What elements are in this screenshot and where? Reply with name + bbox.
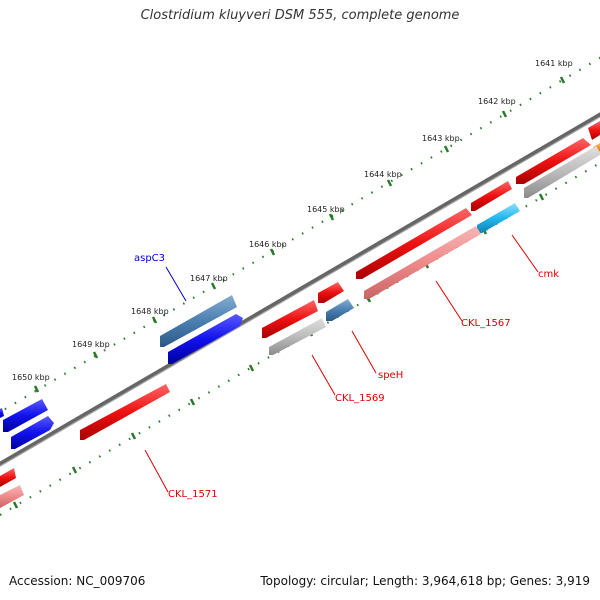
gene-arrow: [588, 121, 600, 140]
kbp-tick-label: 1644 kbp: [364, 170, 402, 179]
major-tick: [12, 501, 19, 509]
gene-features: [0, 121, 600, 508]
gene-arrow: [516, 138, 591, 184]
major-ticks: [12, 76, 566, 509]
gene-arrow: [80, 384, 170, 440]
major-tick: [386, 179, 393, 187]
gene-labels: aspC3 cmk CKL_1567 speH CKL_1569 CKL_157…: [134, 253, 559, 500]
major-tick: [92, 351, 99, 359]
major-tick: [33, 385, 40, 393]
kbp-tick-label: 1642 kbp: [478, 97, 516, 106]
accession-text: Accession: NC_009706: [9, 574, 146, 588]
gene-arrow: [168, 314, 243, 364]
kbp-tick-label: 1648 kbp: [131, 307, 169, 316]
kbp-tick-label: 1650 kbp: [12, 373, 50, 382]
kbp-tick-label: 1646 kbp: [249, 240, 287, 249]
gene-arrow: [0, 408, 4, 418]
gene-arrow: [0, 485, 24, 508]
gene-callouts: [144, 234, 539, 493]
kbp-tick-label: 1643 kbp: [422, 134, 460, 143]
gene-arrow: [11, 416, 54, 449]
major-tick: [151, 316, 158, 324]
genome-backbone: [0, 112, 600, 467]
major-tick: [328, 213, 335, 221]
gene-arrow: [3, 399, 48, 432]
gene-arrow: [318, 282, 344, 303]
gene-label-aspc3: aspC3: [134, 253, 165, 264]
gene-label-cmk: cmk: [538, 269, 559, 280]
gene-arrow: [269, 318, 326, 355]
gene-arrow: [262, 300, 318, 338]
kbp-tick-label: 1647 kbp: [190, 274, 228, 283]
kbp-tick-label: 1645 kbp: [307, 205, 345, 214]
major-tick: [189, 398, 196, 406]
kbp-tick-label: 1641 kbp: [535, 59, 573, 68]
major-tick: [248, 364, 255, 372]
major-tick: [443, 145, 450, 153]
outer-tick-scale: [0, 56, 600, 414]
gene-label-speh: speH: [378, 370, 403, 381]
major-tick: [130, 432, 137, 440]
gene-arrow: [471, 181, 512, 211]
major-tick: [210, 282, 217, 290]
gene-label-ckl-1567: CKL_1567: [461, 318, 511, 329]
map-title: Clostridium kluyveri DSM 555, complete g…: [140, 8, 460, 23]
gene-arrow: [0, 468, 16, 487]
gene-label-ckl-1569: CKL_1569: [335, 393, 385, 404]
gene-arrow: [477, 203, 520, 233]
gene-arrow: [356, 208, 472, 279]
kbp-labels: 1641 kbp 1642 kbp 1643 kbp 1644 kbp 1645 kbp…: [12, 59, 573, 382]
gene-arrow: [364, 226, 481, 299]
gene-label-ckl-1571: CKL_1571: [168, 489, 218, 500]
gene-arrow: [160, 295, 237, 347]
kbp-tick-label: 1649 kbp: [72, 340, 110, 349]
genome-summary-text: Topology: circular; Length: 3,964,618 bp…: [260, 574, 590, 588]
major-tick: [538, 193, 545, 201]
major-tick: [559, 76, 566, 84]
major-tick: [71, 466, 78, 474]
gene-arrow: [524, 146, 600, 198]
gene-arrow: [326, 299, 354, 321]
major-tick: [501, 110, 508, 118]
major-tick: [269, 248, 276, 256]
